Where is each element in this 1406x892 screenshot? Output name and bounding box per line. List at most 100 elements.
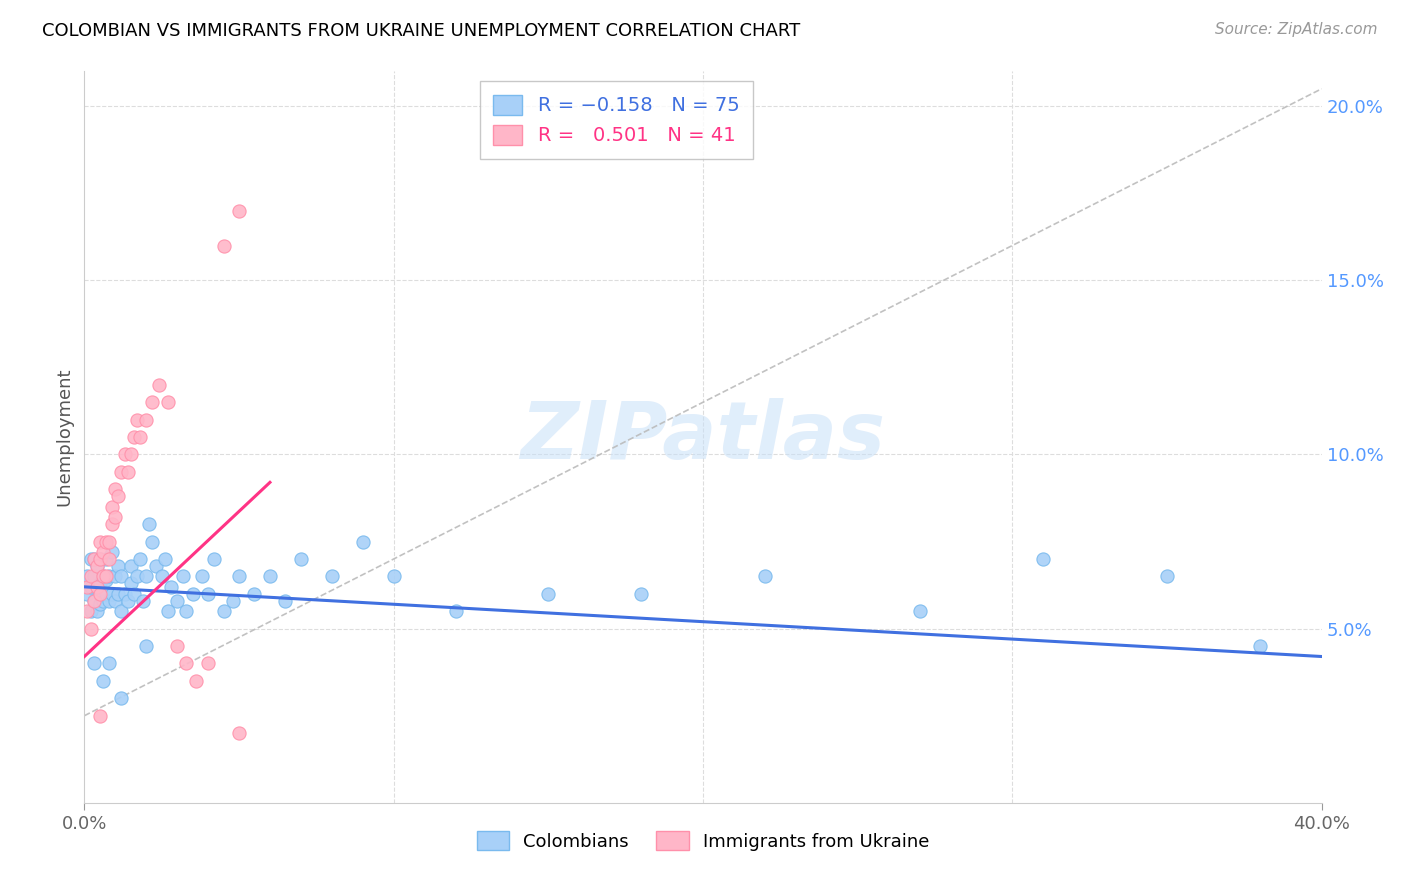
Point bbox=[98, 552, 121, 566]
Point bbox=[86, 558, 108, 573]
Point bbox=[382, 569, 405, 583]
Point bbox=[120, 576, 142, 591]
Point bbox=[94, 569, 117, 583]
Point bbox=[91, 569, 114, 583]
Point bbox=[148, 377, 170, 392]
Point bbox=[107, 587, 129, 601]
Point bbox=[145, 558, 167, 573]
Point bbox=[132, 594, 155, 608]
Point bbox=[908, 604, 931, 618]
Point bbox=[125, 569, 148, 583]
Point bbox=[141, 534, 163, 549]
Point bbox=[129, 430, 152, 444]
Point bbox=[184, 673, 207, 688]
Point bbox=[83, 594, 105, 608]
Point bbox=[117, 465, 139, 479]
Point bbox=[191, 569, 214, 583]
Point bbox=[83, 594, 105, 608]
Y-axis label: Unemployment: Unemployment bbox=[55, 368, 73, 507]
Point bbox=[197, 657, 219, 671]
Point bbox=[79, 622, 101, 636]
Point bbox=[101, 517, 124, 532]
Point bbox=[122, 430, 145, 444]
Point bbox=[537, 587, 560, 601]
Point bbox=[89, 552, 111, 566]
Point bbox=[91, 569, 114, 583]
Point bbox=[98, 534, 121, 549]
Point bbox=[83, 552, 105, 566]
Point bbox=[176, 604, 198, 618]
Point bbox=[101, 500, 124, 514]
Point bbox=[83, 657, 105, 671]
Point bbox=[89, 576, 111, 591]
Point bbox=[91, 673, 114, 688]
Point bbox=[212, 238, 235, 252]
Point bbox=[86, 580, 108, 594]
Point bbox=[110, 465, 132, 479]
Point bbox=[156, 604, 179, 618]
Point bbox=[222, 594, 245, 608]
Point bbox=[101, 587, 124, 601]
Point bbox=[91, 545, 114, 559]
Point bbox=[79, 580, 101, 594]
Point bbox=[135, 639, 157, 653]
Point bbox=[141, 395, 163, 409]
Point bbox=[110, 569, 132, 583]
Point bbox=[76, 587, 98, 601]
Point bbox=[243, 587, 266, 601]
Point bbox=[86, 604, 108, 618]
Point bbox=[107, 558, 129, 573]
Point bbox=[104, 510, 127, 524]
Point bbox=[94, 534, 117, 549]
Point bbox=[76, 580, 98, 594]
Point bbox=[754, 569, 776, 583]
Point bbox=[202, 552, 225, 566]
Point bbox=[83, 552, 105, 566]
Point bbox=[120, 558, 142, 573]
Point bbox=[110, 691, 132, 706]
Point bbox=[91, 594, 114, 608]
Point bbox=[76, 604, 98, 618]
Point bbox=[98, 657, 121, 671]
Point bbox=[101, 545, 124, 559]
Point bbox=[94, 587, 117, 601]
Point bbox=[76, 569, 98, 583]
Point bbox=[630, 587, 652, 601]
Point bbox=[1249, 639, 1271, 653]
Point bbox=[153, 552, 176, 566]
Text: ZIPatlas: ZIPatlas bbox=[520, 398, 886, 476]
Text: COLOMBIAN VS IMMIGRANTS FROM UKRAINE UNEMPLOYMENT CORRELATION CHART: COLOMBIAN VS IMMIGRANTS FROM UKRAINE UNE… bbox=[42, 22, 800, 40]
Point bbox=[117, 594, 139, 608]
Point bbox=[166, 639, 188, 653]
Legend: Colombians, Immigrants from Ukraine: Colombians, Immigrants from Ukraine bbox=[467, 822, 939, 860]
Point bbox=[94, 573, 117, 587]
Point bbox=[89, 708, 111, 723]
Point bbox=[172, 569, 194, 583]
Point bbox=[107, 489, 129, 503]
Point bbox=[212, 604, 235, 618]
Point bbox=[156, 395, 179, 409]
Point bbox=[98, 569, 121, 583]
Point bbox=[79, 604, 101, 618]
Point bbox=[89, 552, 111, 566]
Point bbox=[122, 587, 145, 601]
Point bbox=[104, 483, 127, 497]
Point bbox=[83, 569, 105, 583]
Point bbox=[274, 594, 297, 608]
Point bbox=[104, 594, 127, 608]
Point bbox=[110, 604, 132, 618]
Point bbox=[79, 569, 101, 583]
Point bbox=[160, 580, 183, 594]
Point bbox=[86, 580, 108, 594]
Point bbox=[197, 587, 219, 601]
Point bbox=[1032, 552, 1054, 566]
Point bbox=[86, 558, 108, 573]
Point bbox=[228, 203, 250, 218]
Point bbox=[444, 604, 467, 618]
Point bbox=[89, 587, 111, 601]
Point bbox=[104, 569, 127, 583]
Point bbox=[228, 726, 250, 740]
Point bbox=[228, 569, 250, 583]
Point bbox=[114, 587, 136, 601]
Point bbox=[114, 448, 136, 462]
